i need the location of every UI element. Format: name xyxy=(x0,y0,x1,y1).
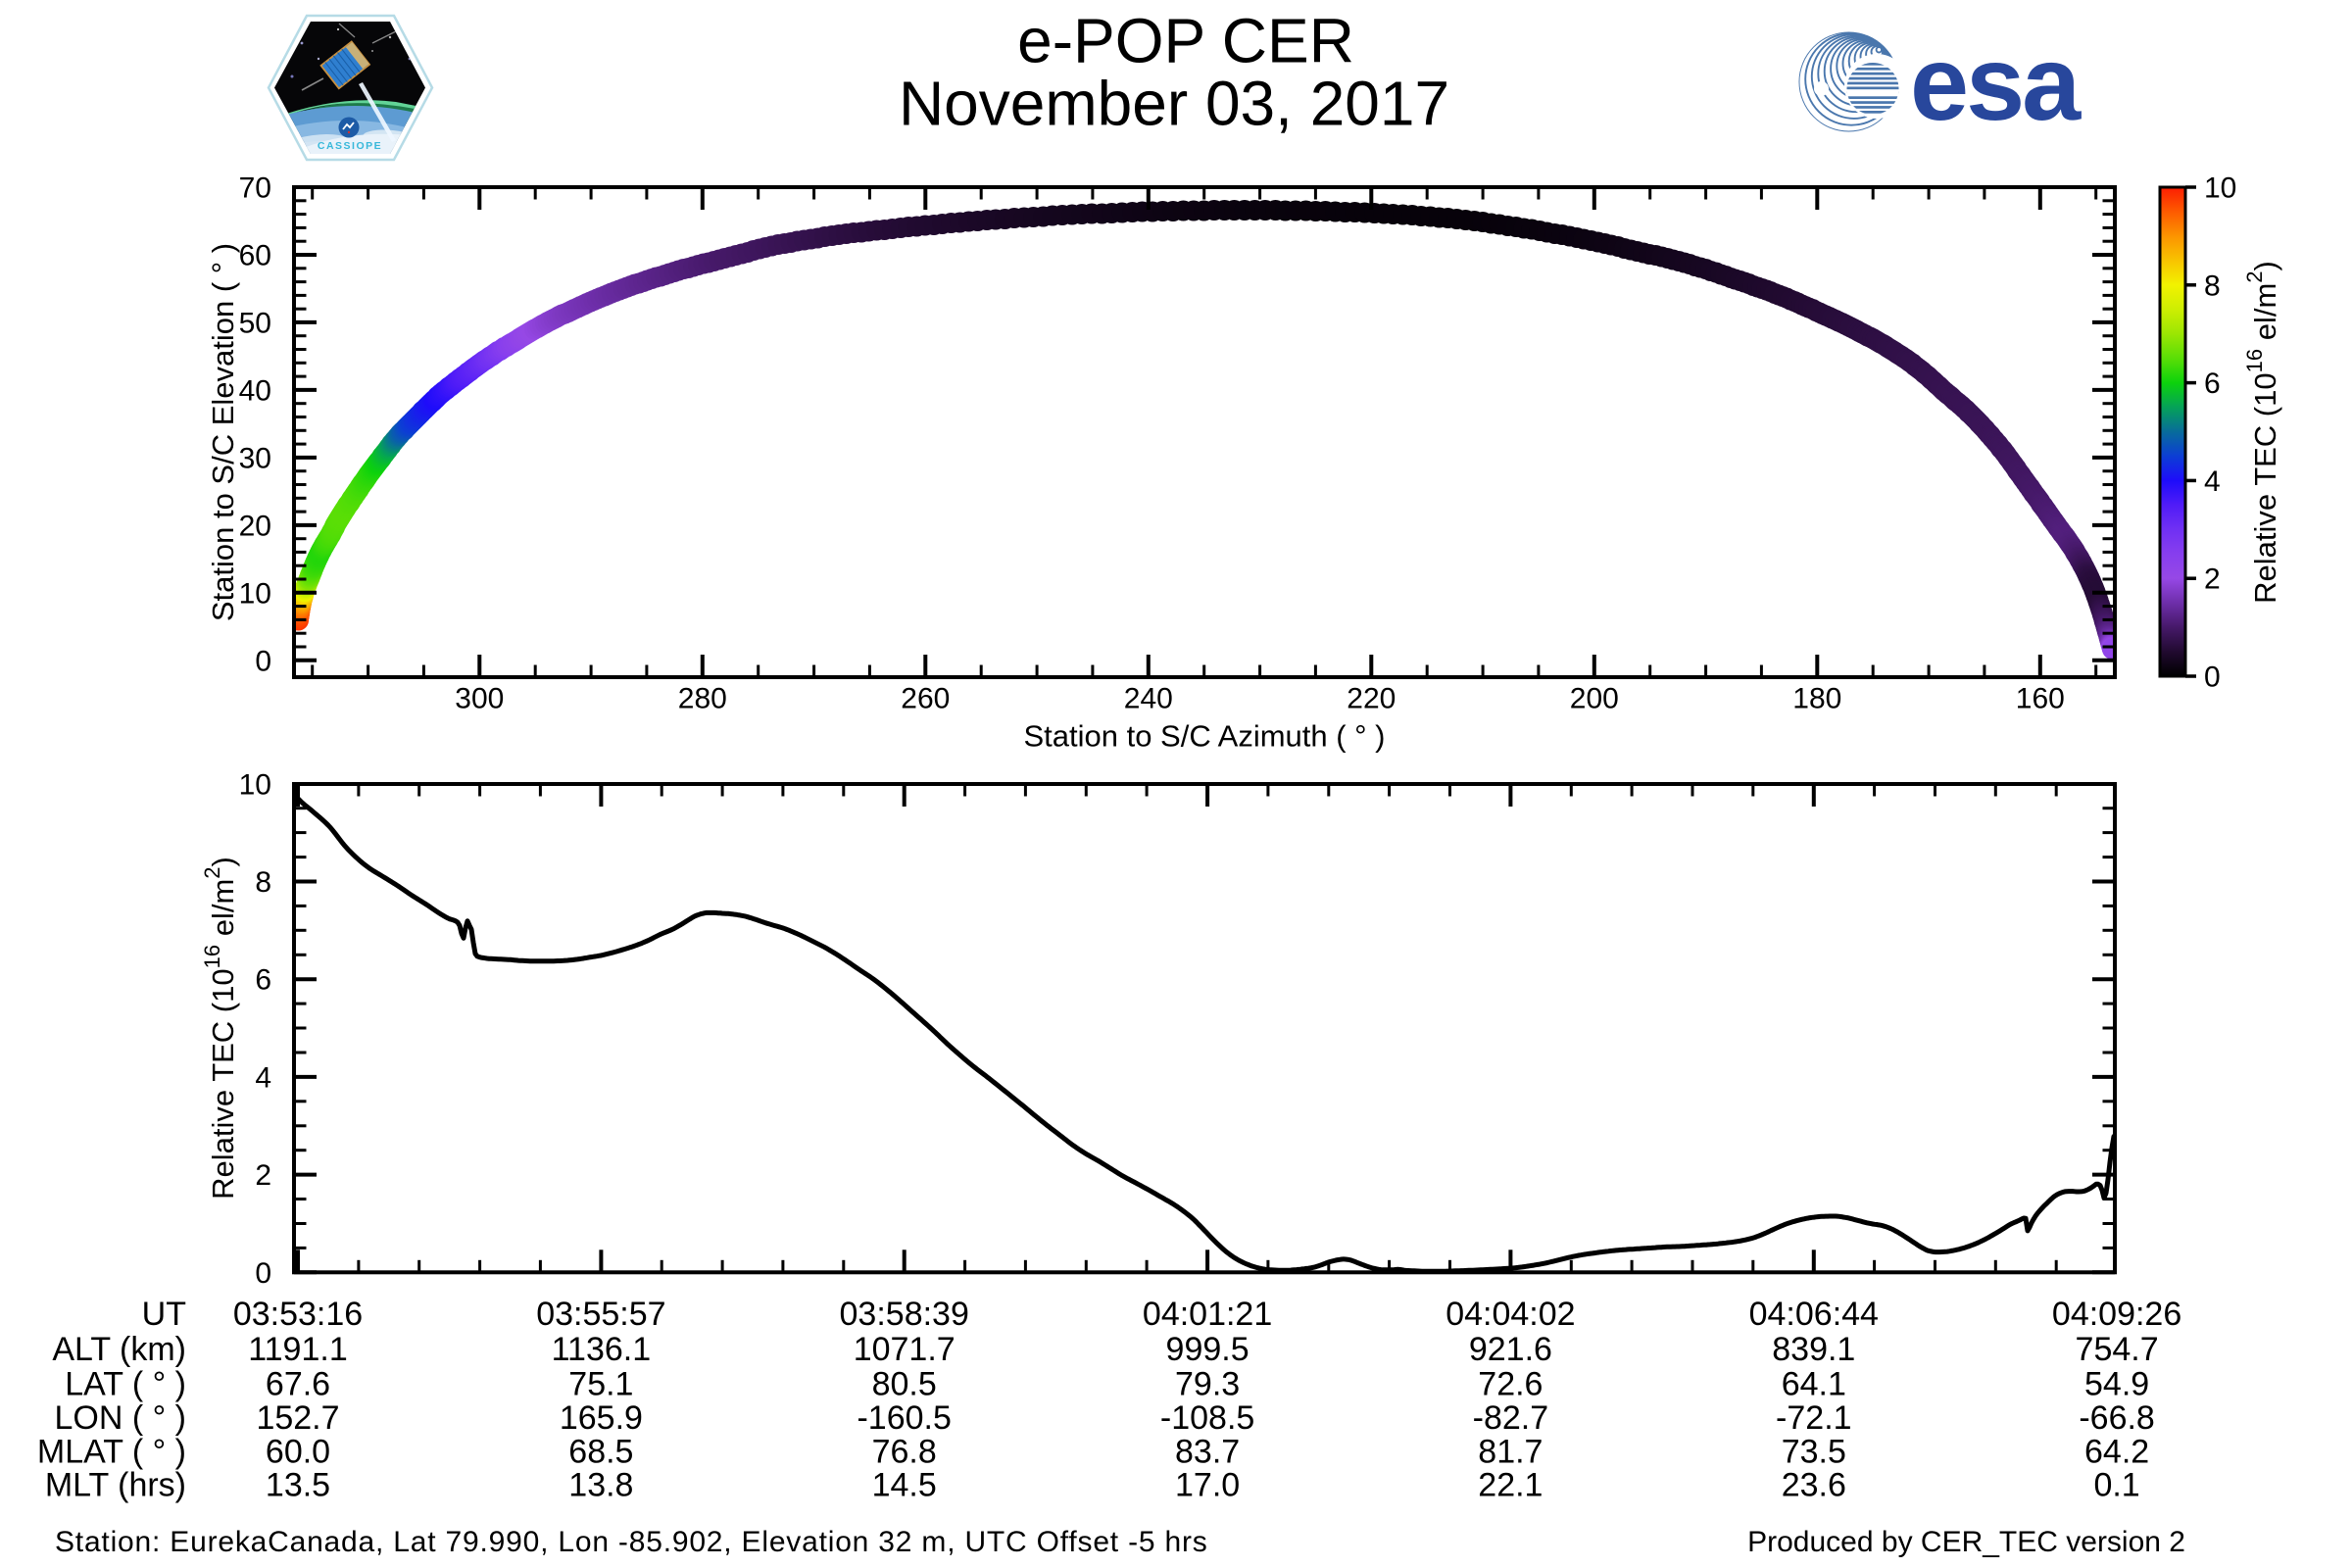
svg-text:20: 20 xyxy=(239,510,271,542)
svg-text:1136.1: 1136.1 xyxy=(552,1331,651,1368)
svg-text:0: 0 xyxy=(2204,662,2221,694)
svg-text:50: 50 xyxy=(239,307,271,339)
svg-text:22.1: 22.1 xyxy=(1478,1467,1543,1504)
svg-text:6: 6 xyxy=(255,964,271,997)
svg-text:4: 4 xyxy=(2204,466,2221,498)
svg-text:839.1: 839.1 xyxy=(1772,1331,1855,1368)
svg-text:03:58:39: 03:58:39 xyxy=(840,1296,969,1333)
svg-text:300: 300 xyxy=(455,683,504,715)
svg-text:04:04:02: 04:04:02 xyxy=(1446,1296,1575,1333)
svg-text:13.8: 13.8 xyxy=(568,1467,633,1504)
svg-text:2: 2 xyxy=(2204,564,2221,596)
svg-text:2: 2 xyxy=(255,1159,271,1192)
svg-text:180: 180 xyxy=(1792,683,1841,715)
svg-text:70: 70 xyxy=(239,172,271,205)
svg-text:Station to S/C Azimuth ( ° ): Station to S/C Azimuth ( ° ) xyxy=(1023,719,1385,754)
svg-text:75.1: 75.1 xyxy=(568,1366,633,1403)
svg-text:240: 240 xyxy=(1124,683,1173,715)
svg-text:Produced by CER_TEC version 2: Produced by CER_TEC version 2 xyxy=(1747,1526,2185,1558)
svg-text:1191.1: 1191.1 xyxy=(248,1331,347,1368)
svg-text:80.5: 80.5 xyxy=(872,1366,937,1403)
svg-text:81.7: 81.7 xyxy=(1478,1434,1543,1471)
svg-text:999.5: 999.5 xyxy=(1166,1331,1250,1368)
svg-text:04:01:21: 04:01:21 xyxy=(1143,1296,1272,1333)
svg-text:-72.1: -72.1 xyxy=(1776,1399,1852,1437)
svg-text:68.5: 68.5 xyxy=(568,1434,633,1471)
svg-text:10: 10 xyxy=(239,577,271,610)
svg-text:220: 220 xyxy=(1347,683,1396,715)
svg-text:54.9: 54.9 xyxy=(2084,1366,2149,1403)
svg-text:160: 160 xyxy=(2016,683,2065,715)
svg-text:60: 60 xyxy=(239,240,271,272)
svg-text:64.2: 64.2 xyxy=(2084,1434,2149,1471)
svg-text:esa: esa xyxy=(1910,24,2082,142)
svg-text:152.7: 152.7 xyxy=(256,1399,339,1437)
svg-text:921.6: 921.6 xyxy=(1469,1331,1552,1368)
svg-text:83.7: 83.7 xyxy=(1175,1434,1240,1471)
svg-text:13.5: 13.5 xyxy=(266,1467,330,1504)
svg-text:260: 260 xyxy=(901,683,950,715)
svg-text:-160.5: -160.5 xyxy=(857,1399,951,1437)
svg-text:165.9: 165.9 xyxy=(560,1399,643,1437)
svg-text:LAT ( ° ): LAT ( ° ) xyxy=(65,1366,186,1403)
svg-text:November 03, 2017: November 03, 2017 xyxy=(899,69,1449,139)
svg-text:03:55:57: 03:55:57 xyxy=(536,1296,665,1333)
svg-text:67.6: 67.6 xyxy=(266,1366,330,1403)
svg-text:6: 6 xyxy=(2204,368,2221,400)
svg-text:4: 4 xyxy=(255,1061,271,1094)
svg-text:MLAT ( ° ): MLAT ( ° ) xyxy=(37,1434,186,1471)
svg-text:Relative TEC (1016 el/m2): Relative TEC (1016 el/m2) xyxy=(200,857,240,1200)
svg-text:40: 40 xyxy=(239,374,271,407)
svg-text:04:06:44: 04:06:44 xyxy=(1749,1296,1879,1333)
svg-text:14.5: 14.5 xyxy=(872,1467,937,1504)
svg-text:Station to S/C Elevation ( ° ): Station to S/C Elevation ( ° ) xyxy=(206,243,240,621)
svg-text:e-POP CER: e-POP CER xyxy=(1017,6,1354,76)
svg-text:200: 200 xyxy=(1570,683,1619,715)
svg-text:76.8: 76.8 xyxy=(872,1434,937,1471)
svg-text:64.1: 64.1 xyxy=(1782,1366,1846,1403)
svg-text:72.6: 72.6 xyxy=(1478,1366,1543,1403)
svg-text:-82.7: -82.7 xyxy=(1473,1399,1549,1437)
svg-text:60.0: 60.0 xyxy=(266,1434,330,1471)
svg-text:0: 0 xyxy=(255,1257,271,1290)
svg-text:0: 0 xyxy=(255,645,271,677)
svg-text:30: 30 xyxy=(239,442,271,474)
svg-text:CASSIOPE: CASSIOPE xyxy=(318,140,382,152)
svg-text:10: 10 xyxy=(2204,172,2236,205)
svg-text:04:09:26: 04:09:26 xyxy=(2052,1296,2181,1333)
svg-text:1071.7: 1071.7 xyxy=(854,1331,956,1368)
svg-text:754.7: 754.7 xyxy=(2076,1331,2159,1368)
svg-text:-66.8: -66.8 xyxy=(2079,1399,2155,1437)
svg-text:UT: UT xyxy=(142,1296,186,1333)
svg-text:LON ( ° ): LON ( ° ) xyxy=(55,1399,187,1437)
svg-text:-108.5: -108.5 xyxy=(1160,1399,1254,1437)
svg-text:280: 280 xyxy=(678,683,727,715)
svg-text:0.1: 0.1 xyxy=(2093,1467,2139,1504)
svg-text:17.0: 17.0 xyxy=(1175,1467,1240,1504)
svg-text:8: 8 xyxy=(2204,270,2221,302)
svg-text:23.6: 23.6 xyxy=(1782,1467,1846,1504)
svg-text:8: 8 xyxy=(255,866,271,899)
svg-text:Relative TEC (1016 el/m2): Relative TEC (1016 el/m2) xyxy=(2242,261,2282,604)
svg-text:MLT (hrs): MLT (hrs) xyxy=(45,1467,186,1504)
svg-text:Station: EurekaCanada, Lat 79.: Station: EurekaCanada, Lat 79.990, Lon -… xyxy=(55,1526,1208,1558)
svg-text:79.3: 79.3 xyxy=(1175,1366,1240,1403)
svg-text:03:53:16: 03:53:16 xyxy=(233,1296,363,1333)
svg-text:73.5: 73.5 xyxy=(1782,1434,1846,1471)
svg-text:10: 10 xyxy=(239,768,271,801)
svg-text:ALT (km): ALT (km) xyxy=(52,1331,186,1368)
